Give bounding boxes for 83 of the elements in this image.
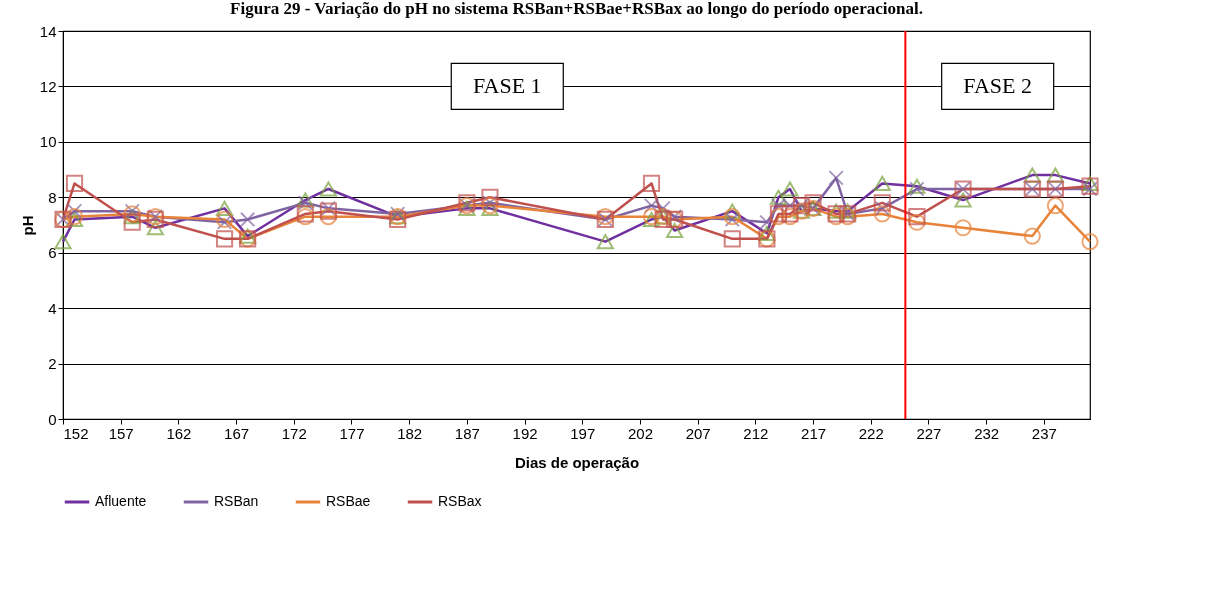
y-tick-label: 8 bbox=[48, 188, 57, 206]
point bbox=[320, 200, 337, 216]
y-tick-label: 0 bbox=[48, 410, 57, 428]
x-tick-label: 187 bbox=[454, 424, 480, 442]
point bbox=[596, 234, 614, 250]
y-tick-label: 10 bbox=[39, 133, 57, 151]
x-tick-label: 197 bbox=[570, 424, 596, 442]
point bbox=[319, 202, 337, 220]
point bbox=[240, 211, 256, 228]
point bbox=[66, 203, 83, 219]
point bbox=[827, 203, 845, 219]
point bbox=[1081, 175, 1099, 191]
chart-title: Figura 29 - Variação do pH no sistema RSBan+RSBae+RSBax ao longo do período operacional. bbox=[230, 0, 923, 18]
x-tick-label: 237 bbox=[1031, 424, 1057, 442]
point bbox=[666, 209, 683, 225]
legend-label: Afluente bbox=[95, 493, 147, 509]
x-axis-title: Dias de operação bbox=[514, 453, 640, 471]
point bbox=[124, 203, 140, 219]
x-tick-label: 192 bbox=[512, 424, 538, 442]
point bbox=[123, 209, 141, 225]
point bbox=[874, 200, 890, 216]
point bbox=[781, 181, 799, 197]
point bbox=[481, 188, 499, 206]
y-tick-label: 6 bbox=[48, 244, 57, 262]
x-tick-label: 227 bbox=[916, 424, 942, 442]
point bbox=[769, 189, 788, 205]
point bbox=[54, 234, 72, 250]
point bbox=[828, 170, 844, 186]
x-tick-label: 182 bbox=[397, 424, 423, 442]
point bbox=[723, 203, 741, 219]
point bbox=[908, 213, 926, 231]
y-tick-label: 14 bbox=[39, 22, 57, 40]
point bbox=[642, 174, 661, 193]
x-tick-label: 217 bbox=[801, 424, 827, 442]
legend-label: RSBax bbox=[438, 493, 482, 509]
point bbox=[146, 220, 164, 236]
x-tick-label: 222 bbox=[858, 424, 884, 442]
point bbox=[873, 194, 891, 212]
x-tick-label: 207 bbox=[685, 424, 711, 442]
point bbox=[873, 175, 891, 191]
point bbox=[1046, 167, 1064, 183]
point bbox=[759, 214, 775, 230]
point bbox=[1023, 167, 1041, 183]
legend-label: RSBan bbox=[214, 493, 259, 509]
x-tick-label: 232 bbox=[974, 424, 1000, 442]
x-tick-label: 167 bbox=[224, 424, 250, 442]
point bbox=[319, 181, 337, 197]
x-tick-label: 212 bbox=[743, 424, 769, 442]
x-tick-label: 157 bbox=[108, 424, 134, 442]
point bbox=[215, 210, 234, 229]
point bbox=[1081, 233, 1099, 251]
y-tick-label: 4 bbox=[48, 299, 57, 317]
point bbox=[666, 222, 684, 239]
legend-label: RSBae bbox=[326, 493, 371, 509]
point bbox=[65, 174, 84, 193]
point bbox=[215, 230, 234, 248]
point bbox=[723, 230, 741, 248]
x-tick-label: 152 bbox=[63, 424, 89, 442]
point bbox=[319, 208, 337, 226]
y-tick-label: 12 bbox=[39, 77, 57, 95]
point bbox=[908, 208, 926, 226]
point bbox=[1082, 181, 1098, 197]
x-tick-label: 177 bbox=[339, 424, 365, 442]
point bbox=[123, 213, 141, 231]
point bbox=[804, 194, 822, 212]
point bbox=[954, 192, 972, 208]
annotation: FASE 2 bbox=[963, 73, 1033, 99]
point bbox=[215, 200, 234, 216]
point bbox=[1046, 197, 1064, 215]
point bbox=[216, 214, 233, 230]
point bbox=[482, 195, 498, 211]
point bbox=[758, 225, 776, 241]
point bbox=[1081, 177, 1099, 195]
point bbox=[873, 205, 891, 223]
y-tick-label: 2 bbox=[48, 355, 57, 373]
y-axis-title: pH bbox=[18, 215, 36, 236]
annotation: FASE 1 bbox=[472, 73, 542, 99]
x-tick-label: 162 bbox=[166, 424, 192, 442]
point bbox=[954, 219, 972, 237]
point bbox=[239, 228, 257, 244]
x-tick-label: 202 bbox=[627, 424, 653, 442]
point bbox=[1023, 227, 1041, 245]
x-tick-label: 172 bbox=[281, 424, 307, 442]
